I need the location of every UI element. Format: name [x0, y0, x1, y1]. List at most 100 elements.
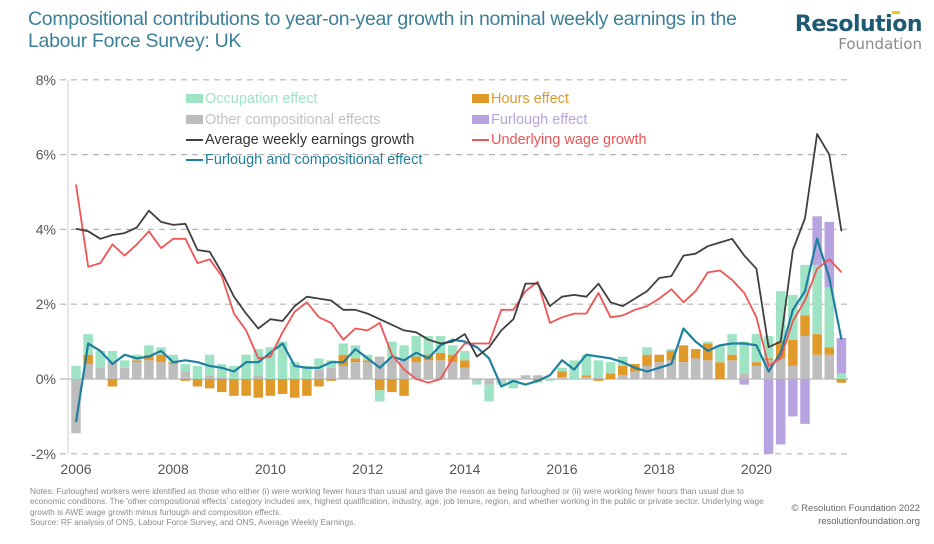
- bar-occupation-2019Q1: [703, 341, 713, 344]
- bar-hours-2010Q2: [277, 379, 288, 394]
- bar-other-2007Q4: [156, 362, 166, 379]
- bar-hours-2008Q4: [204, 379, 215, 389]
- bar-hours-2012Q2: [375, 379, 385, 391]
- bar-other-2012Q1: [362, 362, 373, 379]
- bar-hours-2012Q1: [362, 360, 373, 363]
- bar-occupation-2012Q4: [399, 345, 409, 359]
- bar-furlough-2021Q1: [800, 379, 810, 424]
- y-tick-label: 2%: [36, 296, 56, 312]
- bar-other-2008Q4: [204, 375, 215, 379]
- logo-wordmark-bottom: Foundation: [838, 35, 922, 53]
- bar-other-2021Q2: [812, 354, 822, 379]
- bar-occupation-2006Q3: [95, 350, 106, 368]
- bar-hours-2018Q1: [654, 354, 664, 363]
- x-tick-label: 2014: [449, 461, 480, 477]
- bar-other-2020Q3: [775, 358, 786, 379]
- bar-hours-2011Q3: [338, 354, 349, 366]
- bar-hours-2016Q4: [593, 379, 604, 381]
- bar-occupation-2011Q2: [326, 360, 336, 368]
- legend-label-hours: Hours effect: [491, 91, 569, 107]
- bar-hours-2014Q1: [460, 360, 470, 368]
- bar-occupation-2010Q4: [302, 365, 312, 379]
- bar-hours-2016Q1: [557, 371, 567, 378]
- bar-hours-2019Q3: [727, 354, 737, 361]
- bar-occupation-2006Q1: [71, 365, 81, 379]
- legend-swatch-other: [186, 115, 203, 124]
- bar-other-2016Q3: [581, 377, 592, 379]
- bar-hours-2008Q3: [192, 379, 203, 387]
- x-tick-label: 2012: [352, 461, 383, 477]
- bar-hours-2009Q1: [217, 379, 227, 393]
- bar-other-2013Q1: [411, 362, 421, 379]
- bar-occupation-2016Q4: [593, 360, 604, 378]
- y-tick-label: 8%: [36, 72, 56, 88]
- logo-wordmark-top: Resolution: [794, 11, 923, 37]
- bar-other-2011Q2: [326, 367, 336, 379]
- bar-hours-2013Q1: [411, 356, 421, 363]
- bar-hours-2019Q2: [715, 362, 725, 379]
- source-text: Source: RF analysis of ONS, Labour Force…: [30, 517, 356, 528]
- notes-text: Notes: Furloughed workers were identifie…: [30, 486, 764, 517]
- bar-other-2021Q3: [824, 354, 835, 379]
- bar-other-2012Q3: [387, 358, 397, 379]
- bar-hours-2011Q1: [314, 379, 324, 387]
- bar-hours-2006Q4: [107, 379, 118, 387]
- bar-occupation-2014Q3: [484, 384, 494, 402]
- bar-other-2019Q3: [727, 360, 737, 379]
- bar-occupation-2017Q1: [605, 362, 616, 374]
- bar-occupation-2015Q4: [545, 379, 555, 381]
- x-tick-label: 2008: [158, 461, 189, 477]
- copyright-block: © Resolution Foundation 2022 resolutionf…: [792, 502, 920, 528]
- bar-hours-2018Q4: [690, 349, 701, 359]
- bar-other-2007Q2: [132, 362, 142, 379]
- legend-swatch-hours: [472, 94, 489, 103]
- legend-label-awe: Average weekly earnings growth: [205, 132, 414, 148]
- bar-hours-2013Q3: [435, 352, 446, 361]
- bar-other-2006Q2: [83, 364, 93, 379]
- bar-occupation-2021Q3: [824, 287, 835, 348]
- resolution-foundation-logo: Resolution Foundation: [794, 11, 923, 53]
- bar-hours-2011Q4: [350, 358, 361, 363]
- legend-swatch-occupation: [186, 94, 203, 103]
- bar-occupation-2021Q2: [812, 264, 822, 335]
- bar-other-2007Q3: [144, 360, 154, 379]
- bar-hours-2010Q1: [265, 379, 276, 396]
- bar-occupation-2010Q2: [277, 341, 288, 379]
- bar-occupation-2016Q1: [557, 367, 567, 372]
- legend: Occupation effect Hours effect Other compo…: [186, 91, 647, 168]
- y-tick-label: 6%: [36, 147, 56, 163]
- bar-occupation-2016Q3: [581, 354, 592, 376]
- bar-hours-2020Q4: [788, 339, 798, 366]
- bar-hours-2018Q3: [678, 345, 689, 363]
- bar-occupation-2008Q3: [192, 365, 203, 379]
- bar-hours-2021Q4: [836, 379, 847, 383]
- legend-swatch-furlough: [472, 115, 489, 124]
- bar-occupation-2018Q2: [666, 349, 677, 351]
- bar-other-2006Q1: [71, 379, 81, 434]
- bar-hours-2007Q2: [132, 360, 142, 363]
- bar-hours-2021Q3: [824, 347, 835, 355]
- x-tick-label: 2018: [644, 461, 675, 477]
- bar-occupation-2008Q1: [168, 354, 178, 363]
- bar-hours-2020Q2: [763, 358, 774, 361]
- bar-other-2017Q2: [618, 375, 628, 379]
- bar-hours-2012Q3: [387, 379, 397, 393]
- gridlines: [60, 79, 848, 455]
- bar-other-2013Q2: [423, 360, 434, 379]
- bar-other-2014Q1: [460, 367, 470, 379]
- bar-other-2014Q2: [472, 379, 482, 381]
- bar-furlough-2020Q3: [775, 379, 786, 445]
- bar-hours-2009Q4: [253, 379, 263, 398]
- bar-other-2006Q4: [107, 362, 118, 379]
- bar-hours-2007Q4: [156, 354, 166, 363]
- bar-other-2007Q1: [119, 367, 130, 379]
- logo-top-text: Resolution: [794, 12, 923, 37]
- x-tick-label: 2016: [546, 461, 577, 477]
- bar-hours-2021Q1: [800, 315, 810, 336]
- x-tick-label: 2020: [741, 461, 772, 477]
- bar-other-2018Q4: [690, 358, 701, 379]
- bar-occupation-2009Q1: [217, 364, 227, 378]
- bar-other-2013Q4: [447, 362, 458, 379]
- bar-other-2006Q3: [95, 367, 106, 379]
